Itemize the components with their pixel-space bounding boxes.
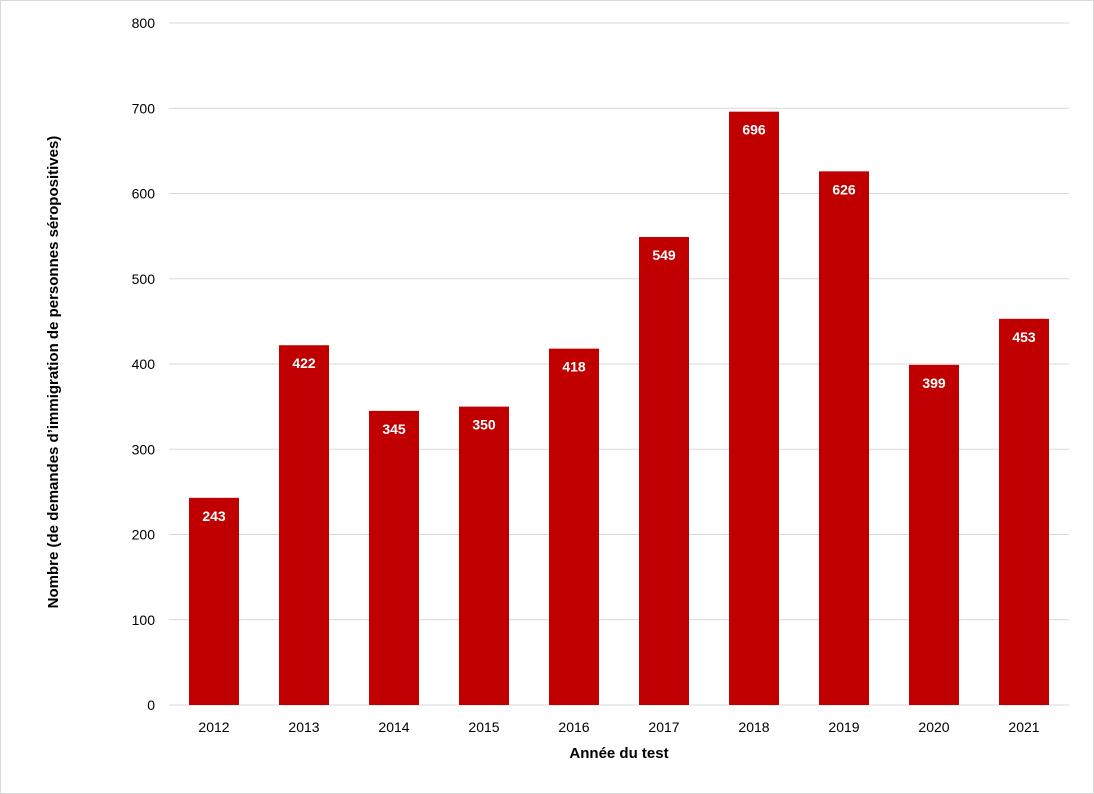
data-labels: 243 422 345 350 418 549 696 626 399 453 <box>202 122 1036 524</box>
bar <box>279 345 329 705</box>
bar <box>999 318 1049 705</box>
x-tick-label: 2012 <box>198 719 229 735</box>
data-label: 399 <box>922 375 946 391</box>
bar <box>369 410 419 705</box>
bars <box>189 111 1049 706</box>
x-tick-label: 2016 <box>558 719 589 735</box>
y-tick-label: 200 <box>132 527 156 543</box>
x-tick-label: 2014 <box>378 719 409 735</box>
x-tick-label: 2013 <box>288 719 319 735</box>
y-tick-label: 300 <box>132 441 156 457</box>
data-label: 696 <box>742 122 766 138</box>
y-tick-label: 700 <box>132 100 156 116</box>
x-tick-label: 2018 <box>738 719 769 735</box>
bar <box>729 111 779 705</box>
data-label: 243 <box>202 508 226 524</box>
y-axis-ticks: 0 100 200 300 400 500 600 700 800 <box>132 15 156 713</box>
y-axis-title: Nombre (de demandes d’immigration de per… <box>45 136 62 609</box>
bar <box>639 236 689 706</box>
bar <box>909 364 959 705</box>
bar <box>459 406 509 705</box>
x-tick-label: 2015 <box>468 719 499 735</box>
bar <box>189 497 239 705</box>
x-axis-title: Année du test <box>569 745 668 762</box>
y-tick-label: 800 <box>132 15 156 31</box>
y-tick-label: 0 <box>147 697 155 713</box>
bar <box>819 171 869 705</box>
x-tick-label: 2021 <box>1008 719 1039 735</box>
y-tick-label: 100 <box>132 612 156 628</box>
x-tick-label: 2020 <box>918 719 949 735</box>
y-tick-label: 400 <box>132 356 156 372</box>
data-label: 345 <box>382 421 406 437</box>
x-tick-label: 2019 <box>828 719 859 735</box>
data-label: 422 <box>292 355 316 371</box>
bar <box>549 348 599 705</box>
y-tick-label: 600 <box>132 186 156 202</box>
data-label: 549 <box>652 247 676 263</box>
y-tick-label: 500 <box>132 271 156 287</box>
x-axis-ticks: 2012 2013 2014 2015 2016 2017 2018 2019 2020 2021 <box>198 719 1039 735</box>
data-label: 453 <box>1012 329 1036 345</box>
data-label: 418 <box>562 359 586 375</box>
x-tick-label: 2017 <box>648 719 679 735</box>
data-label: 626 <box>832 181 856 197</box>
data-label: 350 <box>472 417 496 433</box>
